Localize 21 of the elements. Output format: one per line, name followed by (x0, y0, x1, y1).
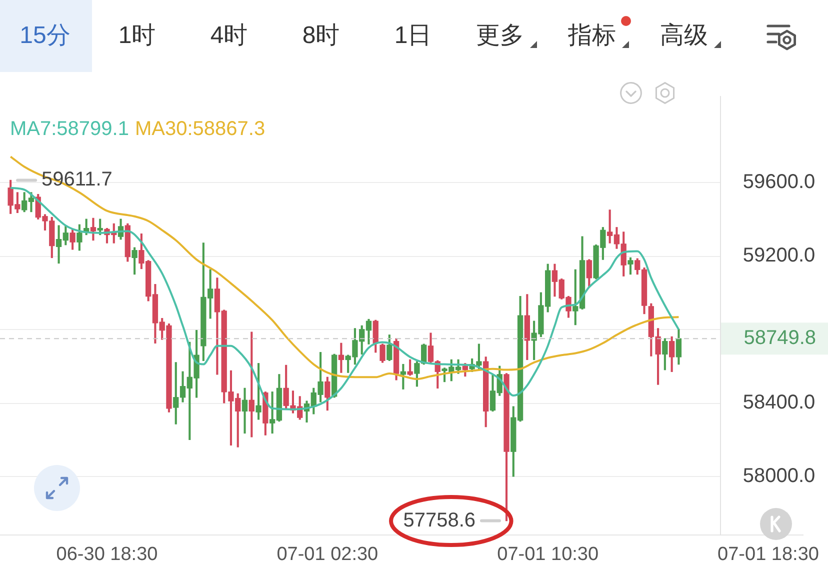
text: 更多 (476, 22, 524, 50)
text: 指标 (568, 22, 616, 50)
text: 4时 (210, 22, 248, 50)
text: 高级 (660, 22, 708, 50)
ref-line-label: 58749.8 (744, 327, 816, 350)
y-tick-label: 59200.0 (742, 244, 816, 266)
text: MA7:58799.1 (10, 118, 129, 140)
annotation: 57758.6 (403, 509, 476, 532)
y-tick-label: 58000.0 (742, 464, 816, 487)
candlestick (242, 388, 248, 434)
x-tick-label: 07-01 10:30 (497, 544, 599, 565)
text: 1时 (118, 22, 156, 50)
x-tick-label: 07-01 18:30 (718, 544, 819, 565)
text: MA30:58867.3 (134, 118, 266, 140)
text: 8时 (302, 22, 340, 50)
x-tick-label: 07-01 02:30 (276, 544, 378, 565)
y-tick-label: 58400.0 (742, 391, 816, 414)
text: 15分 (20, 22, 70, 50)
x-tick-label: 06-30 18:30 (56, 544, 158, 565)
text: 1日 (394, 22, 432, 50)
y-tick-label: 59600.0 (742, 170, 816, 193)
